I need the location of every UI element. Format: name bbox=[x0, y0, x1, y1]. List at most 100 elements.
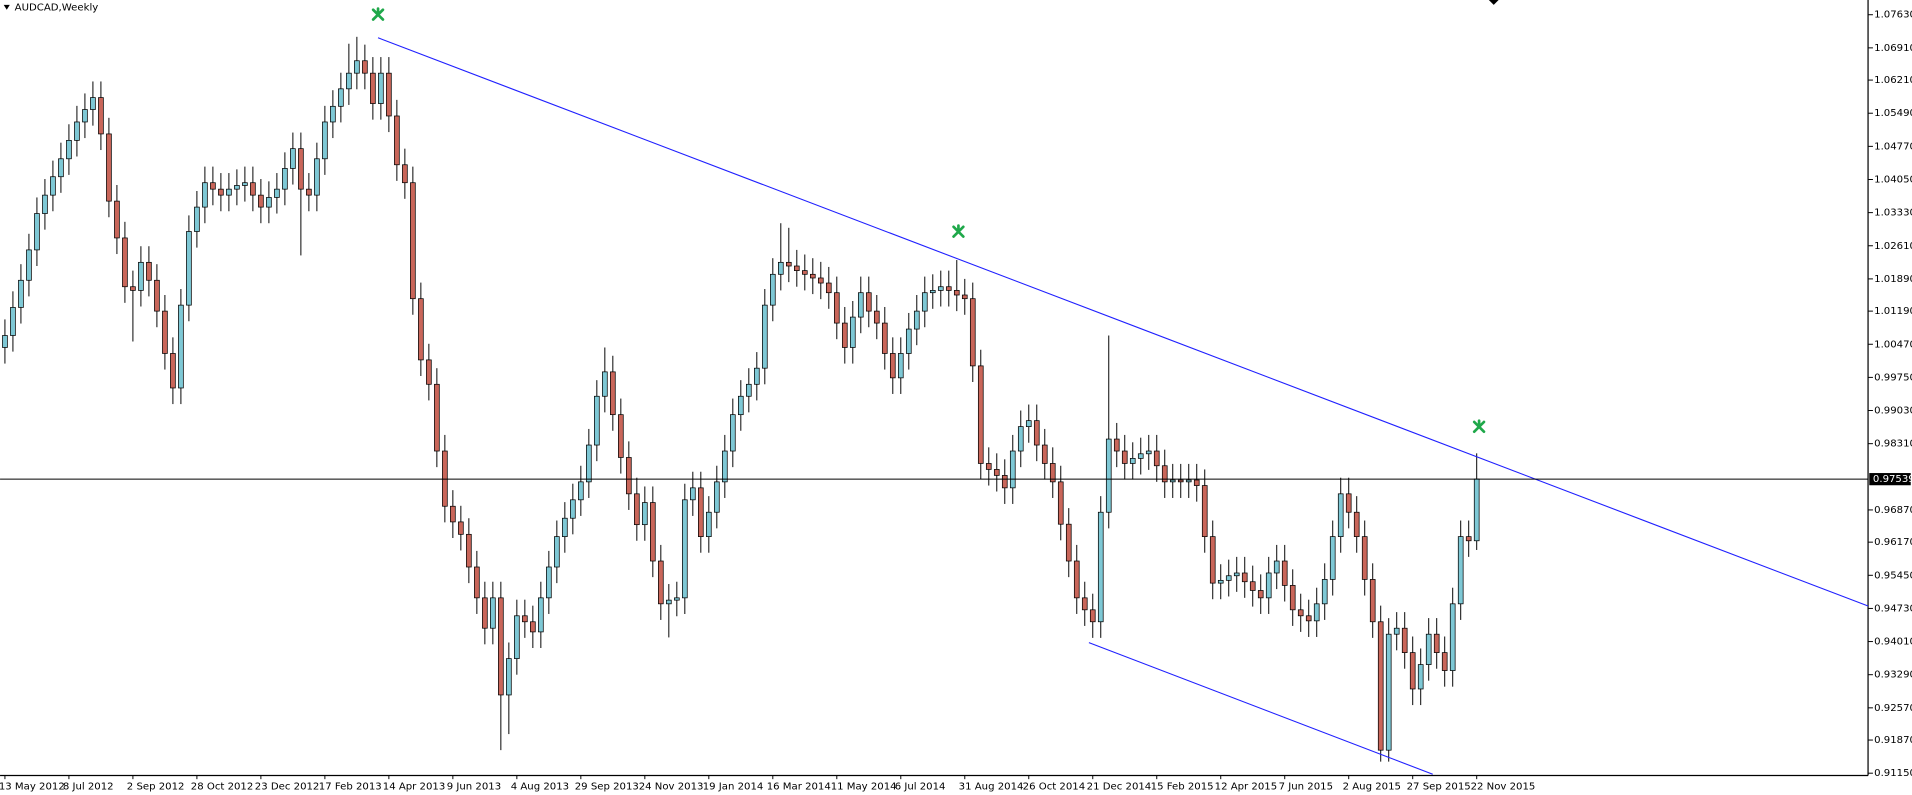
candle-body bbox=[362, 60, 368, 74]
candle-body bbox=[881, 322, 888, 354]
x-tick-label: 2 Aug 2015 bbox=[1343, 781, 1401, 792]
y-tick-label: 0.94010 bbox=[1874, 637, 1912, 648]
candle-body bbox=[1249, 581, 1256, 591]
candle-body bbox=[849, 316, 856, 348]
trendline bbox=[377, 37, 1869, 607]
candle-body bbox=[650, 502, 656, 562]
candle-body bbox=[1001, 475, 1008, 489]
candle-body bbox=[58, 158, 64, 178]
y-tick-label: 0.95450 bbox=[1874, 570, 1912, 581]
candle-body bbox=[1065, 523, 1072, 562]
candle-body bbox=[330, 105, 336, 123]
candle-body bbox=[1225, 575, 1232, 581]
x-tick-label: 14 Apr 2013 bbox=[383, 781, 446, 792]
candle-body bbox=[993, 469, 1000, 476]
candle-body bbox=[1137, 453, 1144, 459]
candle-body bbox=[266, 197, 272, 208]
candle-body bbox=[1473, 478, 1480, 542]
candle-body bbox=[658, 560, 664, 605]
y-tick-label: 1.05490 bbox=[1874, 108, 1912, 119]
candle-body bbox=[218, 188, 224, 196]
y-tick-label: 0.99030 bbox=[1874, 406, 1912, 417]
candle-body bbox=[618, 414, 624, 458]
fractal-marker bbox=[371, 7, 385, 21]
candle-body bbox=[1017, 426, 1024, 452]
candle-body bbox=[122, 237, 128, 288]
candle-body bbox=[937, 286, 944, 291]
candle-body bbox=[602, 371, 608, 397]
candle-body bbox=[754, 367, 760, 385]
candle-body bbox=[1441, 652, 1448, 671]
candle-body bbox=[138, 261, 144, 291]
candle-body bbox=[2, 335, 8, 348]
candle-body bbox=[674, 597, 680, 601]
candle-body bbox=[74, 121, 80, 141]
candle-body bbox=[706, 511, 712, 537]
candle-body bbox=[1169, 479, 1176, 483]
candle-body bbox=[346, 72, 352, 90]
candle-body bbox=[378, 72, 384, 104]
candle-body bbox=[418, 298, 424, 361]
candle-body bbox=[42, 194, 48, 214]
candle-body bbox=[1153, 450, 1160, 467]
candle-body bbox=[1393, 627, 1400, 635]
y-tick-label: 0.96170 bbox=[1874, 537, 1912, 548]
chart-title: AUDCAD,Weekly bbox=[15, 2, 99, 13]
candle-body bbox=[1433, 633, 1440, 653]
candle-body bbox=[130, 286, 136, 291]
x-tick-label: 7 Jun 2015 bbox=[1279, 781, 1333, 792]
candle-body bbox=[210, 182, 216, 190]
candle-body bbox=[1025, 420, 1032, 428]
candle-body bbox=[98, 97, 104, 135]
candle-body bbox=[530, 621, 536, 633]
candle-body bbox=[226, 188, 232, 196]
x-tick-label: 23 Dec 2012 bbox=[255, 781, 320, 792]
candle-body bbox=[1049, 463, 1056, 483]
x-tick-label: 9 Jun 2013 bbox=[447, 781, 501, 792]
candle-body bbox=[1089, 609, 1096, 623]
candle-body bbox=[1289, 585, 1296, 611]
x-tick-label: 29 Sep 2013 bbox=[575, 781, 639, 792]
candle-body bbox=[841, 322, 848, 348]
candle-body bbox=[1409, 652, 1416, 690]
candle-body bbox=[1201, 485, 1208, 537]
candle-body bbox=[1425, 633, 1432, 665]
candle-body bbox=[794, 265, 800, 271]
y-tick-label: 1.02610 bbox=[1874, 241, 1912, 252]
x-tick-label: 22 Nov 2015 bbox=[1471, 781, 1536, 792]
candle-body bbox=[146, 261, 152, 281]
candle-body bbox=[857, 292, 864, 318]
candle-body bbox=[1273, 560, 1280, 574]
candle-body bbox=[426, 359, 432, 385]
candle-body bbox=[170, 353, 176, 389]
candle-body bbox=[522, 615, 528, 623]
candle-body bbox=[386, 72, 392, 117]
candle-body bbox=[114, 200, 120, 239]
candle-body bbox=[945, 286, 952, 291]
candle-body bbox=[34, 213, 40, 251]
candle-body bbox=[66, 140, 72, 160]
candle-body bbox=[10, 307, 16, 336]
candle-body bbox=[801, 270, 808, 275]
y-tick-label: 1.06210 bbox=[1874, 75, 1912, 86]
candle-body bbox=[1233, 572, 1240, 577]
x-tick-label: 15 Feb 2015 bbox=[1151, 781, 1214, 792]
candle-body bbox=[1129, 458, 1136, 464]
candle-body bbox=[194, 206, 200, 232]
candle-body bbox=[306, 188, 312, 196]
candle-body bbox=[314, 158, 320, 196]
x-tick-label: 2 Sep 2012 bbox=[127, 781, 185, 792]
candle-body bbox=[202, 182, 208, 208]
candle-body bbox=[1209, 536, 1216, 584]
candle-body bbox=[809, 273, 816, 279]
candle-body bbox=[186, 231, 192, 306]
candle-body bbox=[1177, 479, 1184, 483]
candle-body bbox=[18, 279, 24, 308]
candle-body bbox=[873, 310, 880, 324]
candle-body bbox=[746, 383, 752, 397]
menu-arrow[interactable] bbox=[3, 4, 10, 10]
candle-body bbox=[889, 353, 896, 379]
candle-body bbox=[234, 185, 240, 190]
candle-body bbox=[762, 304, 768, 369]
candle-body bbox=[1241, 572, 1248, 583]
